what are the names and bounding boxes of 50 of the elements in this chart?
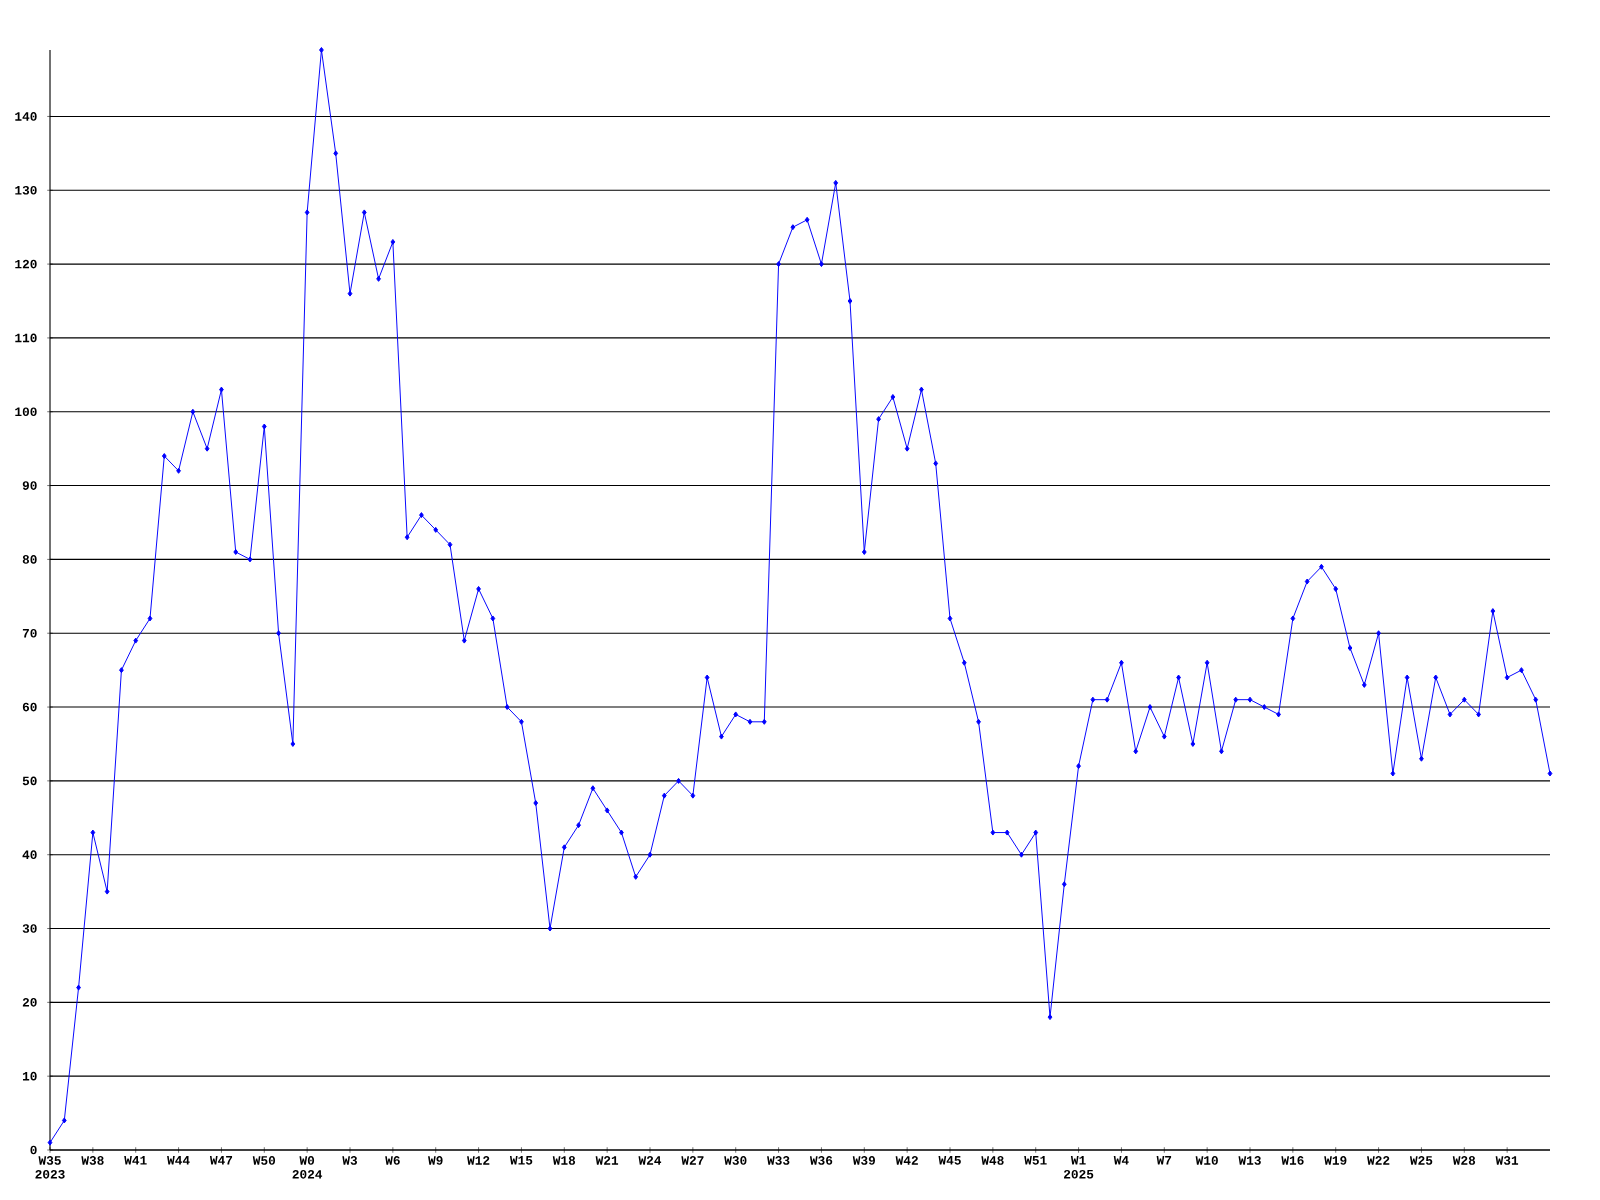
x-tick-label: W45 (938, 1156, 961, 1165)
y-tick-label: 70 (22, 628, 37, 638)
x-tick-label: W12 (467, 1156, 490, 1165)
y-tick-label: 100 (15, 407, 37, 417)
y-tick-label: 90 (22, 481, 37, 490)
x-tick-label: W51 (1024, 1156, 1047, 1165)
x-tick-label: W16 (1281, 1156, 1304, 1165)
x-tick-label: W36 (809, 1156, 833, 1165)
x-tick-label: W35 2023 (35, 1156, 65, 1179)
x-tick-label: W41 (124, 1156, 147, 1165)
x-tick-label: W47 (209, 1156, 233, 1165)
y-tick-label: 140 (15, 112, 37, 121)
x-tick-label: W33 (767, 1156, 790, 1165)
x-tick-label: W50 (252, 1156, 276, 1165)
x-tick-label: W3 (342, 1156, 358, 1165)
x-tick-label: W31 (1495, 1156, 1519, 1165)
x-tick-label: W22 (1367, 1156, 1390, 1165)
x-tick-label: W39 (852, 1156, 875, 1165)
y-tick-label: 60 (22, 702, 37, 712)
x-tick-label: W38 (81, 1156, 104, 1165)
x-tick-label: W21 (595, 1156, 619, 1165)
x-tick-label: W1 2025 (1064, 1156, 1094, 1179)
x-tick-label: W30 (724, 1156, 747, 1165)
x-tick-label: W0 2024 (292, 1156, 323, 1179)
y-tick-label: 0 (30, 1145, 37, 1155)
x-tick-label: W15 (509, 1156, 533, 1165)
x-tick-label: W4 (1113, 1156, 1129, 1165)
y-tick-label: 20 (22, 998, 37, 1007)
x-tick-label: W24 (638, 1156, 662, 1165)
x-tick-label: W6 (385, 1156, 400, 1165)
x-tick-label: W9 (428, 1156, 443, 1165)
x-tick-label: W13 (1238, 1156, 1261, 1165)
x-tick-label: W44 (167, 1156, 190, 1165)
x-tick-label: W10 (1195, 1156, 1218, 1165)
y-tick-label: 40 (22, 850, 37, 860)
x-tick-label: W28 (1452, 1156, 1476, 1165)
x-tick-label: W27 (681, 1156, 704, 1165)
x-tick-label: W25 (1409, 1156, 1433, 1165)
y-tick-label: 110 (15, 333, 37, 343)
x-tick-label: W7 (1156, 1156, 1172, 1165)
y-tick-label: 50 (22, 776, 37, 786)
y-tick-label: 10 (22, 1071, 37, 1081)
y-tick-label: 120 (15, 259, 37, 269)
x-tick-label: W18 (552, 1156, 576, 1165)
y-tick-label: 130 (15, 185, 37, 195)
y-tick-label: 30 (22, 924, 37, 933)
x-tick-label: W48 (981, 1156, 1004, 1165)
x-tick-label: W19 (1324, 1156, 1347, 1165)
y-tick-label: 80 (22, 555, 37, 564)
x-tick-label: W42 (895, 1156, 918, 1165)
